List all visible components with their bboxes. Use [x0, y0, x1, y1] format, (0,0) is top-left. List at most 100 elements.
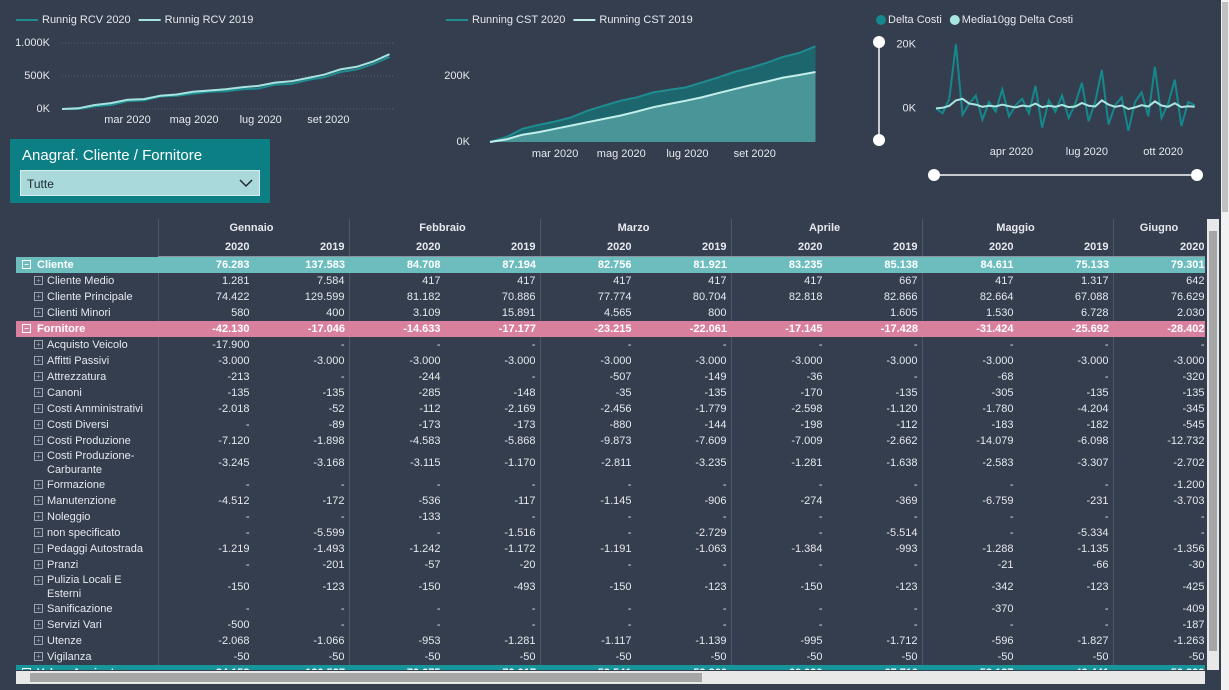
value-cell: 417: [708, 275, 727, 287]
scroll-thumb[interactable]: [1222, 2, 1228, 212]
expand-icon[interactable]: +: [34, 340, 43, 349]
value-cell: -: [730, 557, 827, 573]
year-header: 2019: [1017, 237, 1114, 257]
value-cell: -20: [519, 559, 536, 571]
row-label: + Cliente Principale: [16, 289, 158, 305]
y-tick-label: 0K: [903, 102, 917, 114]
item-row: + Affitti Passivi -3.000 -3.000 -3.000 -3.000…: [16, 353, 1205, 369]
row-label: + Clienti Minori: [16, 305, 158, 321]
value-cell: -320: [1112, 369, 1205, 385]
expand-icon[interactable]: −: [22, 259, 31, 269]
page-scrollbar[interactable]: [1221, 0, 1229, 690]
x-tick-label: set 2020: [307, 114, 349, 126]
expand-icon[interactable]: +: [34, 308, 43, 317]
value-cell: 417: [348, 273, 445, 289]
y-tick-label: 200K: [444, 70, 470, 82]
expand-icon[interactable]: +: [34, 620, 43, 629]
slider-handle[interactable]: [873, 134, 885, 146]
value-cell: 82.866: [883, 291, 918, 303]
value-cell: -36: [730, 369, 827, 385]
item-row: + non specificato - -5.599- -1.516- -2.729- -5…: [16, 525, 1205, 541]
value-cell: -3.307: [1077, 457, 1109, 469]
expand-icon[interactable]: +: [34, 496, 43, 505]
expand-icon[interactable]: +: [34, 420, 43, 429]
year-header: 2020: [348, 237, 445, 257]
value-cell: -2.169: [504, 403, 536, 415]
slider-handle[interactable]: [873, 36, 885, 48]
value-cell: -183: [921, 417, 1018, 433]
value-cell: -409: [1112, 601, 1205, 617]
value-cell: -: [1104, 371, 1109, 383]
expand-icon[interactable]: +: [34, 636, 43, 645]
expand-icon[interactable]: −: [22, 668, 31, 670]
value-cell: -1.638: [886, 457, 918, 469]
value-cell: -182: [1086, 419, 1109, 431]
value-cell: -57: [348, 557, 445, 573]
expand-icon[interactable]: +: [34, 528, 43, 537]
row-label-text: Sanificazione: [47, 603, 113, 615]
value-cell: 417: [517, 275, 536, 287]
scroll-thumb[interactable]: [30, 673, 702, 682]
value-cell: -5.334: [1077, 527, 1109, 539]
expand-icon[interactable]: +: [34, 356, 43, 365]
expand-icon[interactable]: +: [34, 452, 43, 461]
expand-icon[interactable]: +: [34, 388, 43, 397]
value-cell: -1.493: [313, 543, 345, 555]
year-header: 2020: [539, 237, 636, 257]
value-cell: -: [539, 525, 636, 541]
value-cell: -1.288: [921, 541, 1018, 557]
row-label: + Sanificazione: [16, 601, 158, 617]
series-line: [62, 55, 390, 110]
value-cell: -: [340, 371, 345, 383]
expand-icon[interactable]: +: [34, 372, 43, 381]
expand-icon[interactable]: +: [34, 436, 43, 445]
expand-icon[interactable]: +: [34, 604, 43, 613]
value-cell: -3.000: [730, 353, 827, 369]
expand-icon[interactable]: +: [34, 512, 43, 521]
expand-icon[interactable]: +: [34, 576, 43, 585]
value-cell: -: [340, 339, 345, 351]
value-cell: -12.732: [1112, 433, 1205, 449]
expand-icon[interactable]: −: [22, 324, 31, 333]
value-cell: 1.281: [157, 273, 254, 289]
expand-icon[interactable]: +: [34, 544, 43, 553]
value-cell: -2.598: [730, 401, 827, 417]
value-cell: -1.281: [504, 635, 536, 647]
scroll-thumb[interactable]: [1209, 231, 1217, 651]
value-cell: 59.541: [540, 665, 636, 670]
value-cell: 83.235: [788, 259, 823, 271]
month-header: Aprile: [730, 219, 923, 237]
horizontal-scrollbar[interactable]: [16, 671, 1205, 684]
expand-icon[interactable]: +: [34, 480, 43, 489]
value-cell: -66: [1092, 559, 1109, 571]
x-tick-label: ott 2020: [1143, 146, 1183, 158]
value-cell: -: [531, 603, 536, 615]
value-cell: -: [722, 511, 727, 523]
item-row: + Costi Produzione -7.120 -1.898 -4.583 -5.86…: [16, 433, 1205, 449]
expand-icon[interactable]: +: [34, 276, 43, 285]
expand-icon[interactable]: +: [34, 404, 43, 413]
legend-marker: [949, 15, 960, 25]
value-cell: 53.187: [922, 665, 1018, 670]
vertical-scrollbar[interactable]: [1207, 219, 1219, 670]
expand-icon[interactable]: +: [34, 292, 43, 301]
group-row: − Cliente 76.283 137.583 84.708 87.194 82.756 8…: [16, 256, 1205, 273]
value-cell: -2.811: [539, 449, 636, 477]
value-cell: -: [539, 477, 636, 493]
value-cell: -: [913, 619, 918, 631]
value-cell: 87.194: [502, 259, 537, 271]
expand-icon[interactable]: +: [34, 652, 43, 661]
slicer-dropdown[interactable]: Tutte: [20, 170, 260, 196]
item-row: + Vigilanza -50 -50 -50 -50 -50 -50 -50 -50 -50 -50…: [16, 649, 1205, 665]
value-cell: -3.115: [348, 449, 445, 477]
legend-label: Runnig RCV 2019: [165, 14, 254, 26]
month-header: Gennaio: [157, 219, 350, 237]
value-cell: -1.516: [504, 527, 536, 539]
slider-handle[interactable]: [928, 169, 940, 181]
slider-handle[interactable]: [1191, 169, 1203, 181]
value-cell: -50: [921, 649, 1018, 665]
value-cell: -536: [348, 493, 445, 509]
expand-icon[interactable]: +: [34, 560, 43, 569]
month-header: Giugno: [1112, 219, 1205, 237]
value-cell: 49.441: [1018, 665, 1114, 670]
